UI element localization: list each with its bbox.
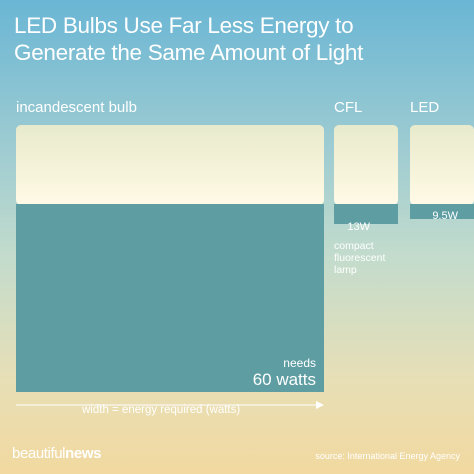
- energy-bar-incandescent: [16, 204, 324, 392]
- axis-arrow: [16, 401, 324, 409]
- source-note: source: International Energy Agency: [315, 451, 460, 461]
- x-axis-label: width = energy required (watts): [82, 404, 241, 416]
- needs-text: needs: [283, 356, 316, 370]
- light-box-cfl: [334, 125, 398, 205]
- cfl-value-label: 13W: [347, 221, 370, 233]
- incandescent-value-label: needs 60 watts: [253, 357, 316, 390]
- energy-bar-cfl: [334, 204, 398, 224]
- chart-title-line-2: Generate the Same Amount of Light: [14, 40, 364, 65]
- chart-title-line-1: LED Bulbs Use Far Less Energy to: [14, 13, 354, 38]
- category-label-led: LED: [410, 99, 440, 116]
- category-label-cfl: CFL: [334, 99, 363, 116]
- incandescent-watts: 60 watts: [252, 370, 316, 389]
- energy-bar-led: [410, 204, 474, 219]
- chart-title: LED Bulbs Use Far Less Energy to Generat…: [14, 12, 464, 66]
- cfl-full-name: compact fluorescent lamp: [334, 240, 386, 276]
- brand-logo: beautifulnews: [12, 445, 102, 462]
- category-label-incandescent: incandescent bulb: [16, 99, 137, 116]
- light-box-led: [410, 125, 474, 205]
- led-value-label: 9.5W: [432, 210, 458, 222]
- light-box-incandescent: [16, 125, 324, 205]
